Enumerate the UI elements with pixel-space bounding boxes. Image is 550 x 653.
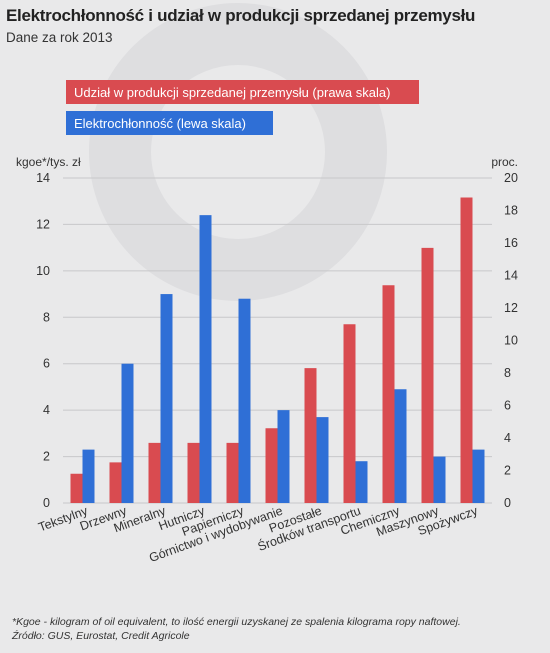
bar-red <box>187 442 200 503</box>
bar-blue <box>394 389 407 503</box>
footnote-source: Źródło: GUS, Eurostat, Credit Agricole <box>12 630 190 642</box>
bar-blue <box>472 449 485 503</box>
left-tick-label: 14 <box>36 171 50 185</box>
left-tick-label: 0 <box>43 496 50 510</box>
bar-red <box>265 428 278 503</box>
bar-blue <box>160 294 173 503</box>
bar-red <box>226 442 239 503</box>
right-axis-label: proc. <box>491 155 518 169</box>
right-tick-label: 18 <box>504 204 518 218</box>
footnote: *Kgoe - kilogram of oil equivalent, to i… <box>12 615 461 643</box>
bar-blue <box>121 363 134 503</box>
right-tick-label: 2 <box>504 464 511 478</box>
right-axis-ticks: 0 2 4 6 8 10 12 14 16 18 20 <box>504 171 518 510</box>
bar-red <box>382 285 395 503</box>
left-tick-label: 6 <box>43 357 50 371</box>
bar-red <box>343 324 356 503</box>
left-axis-label: kgoe*/tys. zł <box>16 155 81 169</box>
bar-red <box>421 247 434 503</box>
bar-blue <box>199 215 212 503</box>
left-tick-label: 10 <box>36 264 50 278</box>
right-tick-label: 12 <box>504 301 518 315</box>
chart-title: Elektrochłonność i udział w produkcji sp… <box>6 6 476 25</box>
bar-red <box>70 473 83 503</box>
bar-blue <box>277 410 290 503</box>
legend-label: Udział w produkcji sprzedanej przemysłu … <box>74 85 390 100</box>
legend: Udział w produkcji sprzedanej przemysłu … <box>66 80 419 135</box>
bar-blue <box>82 449 95 503</box>
legend-swatch <box>66 111 273 135</box>
left-tick-label: 4 <box>43 403 50 417</box>
x-tick-labels: TekstylnyDrzewnyMineralnyHutniczyPapiern… <box>36 503 480 565</box>
chart-subtitle: Dane za rok 2013 <box>6 30 113 45</box>
watermark-ring <box>89 3 387 301</box>
right-tick-label: 0 <box>504 496 511 510</box>
bar-blue <box>316 417 329 503</box>
right-tick-label: 4 <box>504 431 511 445</box>
legend-label: Elektrochłonność (lewa skala) <box>74 116 246 131</box>
right-tick-label: 14 <box>504 269 518 283</box>
right-tick-label: 6 <box>504 399 511 413</box>
right-tick-label: 8 <box>504 366 511 380</box>
bars-layer <box>70 197 485 503</box>
watermark-logo <box>89 3 387 301</box>
bar-red <box>109 462 122 503</box>
legend-swatch <box>66 80 419 104</box>
right-tick-label: 20 <box>504 171 518 185</box>
bar-blue <box>433 456 446 503</box>
left-axis-ticks: 0 2 4 6 8 10 12 14 <box>36 171 50 510</box>
right-tick-label: 16 <box>504 236 518 250</box>
left-tick-label: 2 <box>43 450 50 464</box>
bar-blue <box>238 298 251 503</box>
bar-red <box>460 197 473 503</box>
right-tick-label: 10 <box>504 334 518 348</box>
left-tick-label: 8 <box>43 310 50 324</box>
bar-red <box>304 368 317 503</box>
footnote-definition: *Kgoe - kilogram of oil equivalent, to i… <box>12 616 461 628</box>
bar-blue <box>355 461 368 503</box>
bar-red <box>148 442 161 503</box>
left-tick-label: 12 <box>36 217 50 231</box>
